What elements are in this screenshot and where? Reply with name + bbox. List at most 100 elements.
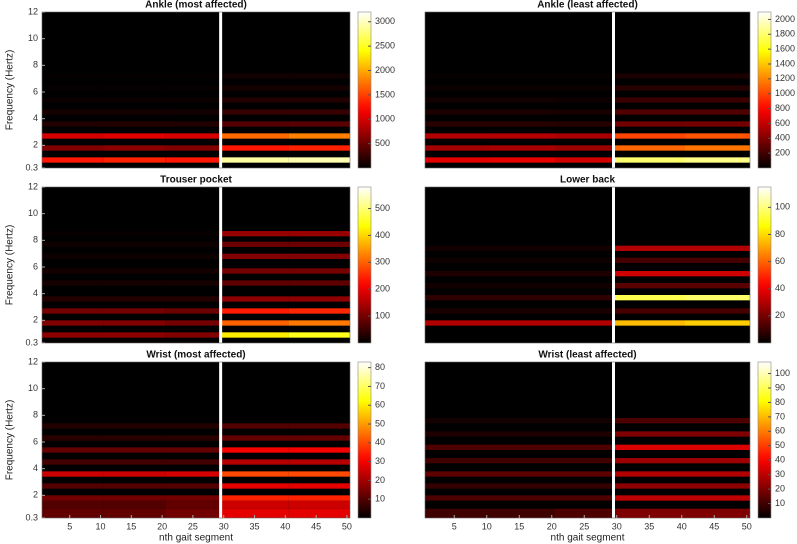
- plot-background: [425, 187, 750, 343]
- heatmap-cell: [685, 257, 750, 263]
- heatmap-cell: [425, 308, 490, 314]
- heatmap-cell: [165, 308, 221, 314]
- colorbar-tick-label: 100: [775, 202, 790, 212]
- heatmap-cell: [685, 121, 750, 127]
- colorbar-tick-label: 1600: [775, 44, 795, 54]
- heatmap-cell: [288, 308, 350, 314]
- heatmap-cell: [220, 97, 289, 103]
- y-tick-label: 10: [28, 33, 38, 43]
- y-tick-label: 12: [28, 6, 38, 16]
- x-tick-label: 10: [482, 521, 492, 531]
- heatmap-cell: [220, 253, 289, 259]
- x-axis-label: nth gait segment: [159, 533, 233, 544]
- colorbar-tick-label: 40: [775, 283, 785, 293]
- heatmap-cell: [220, 145, 289, 151]
- colorbar: [757, 361, 772, 519]
- heatmap-cell: [685, 295, 750, 301]
- heatmap-cell: [165, 73, 221, 79]
- heatmap-cell: [165, 332, 221, 338]
- heatmap-cell: [555, 145, 614, 151]
- heatmap-cell: [288, 253, 350, 259]
- panel-title: Wrist (most affected): [146, 350, 245, 361]
- y-tick-label: 6: [33, 261, 38, 271]
- heatmap-cell: [220, 280, 289, 286]
- heatmap-cell: [555, 121, 614, 127]
- heatmap-cell: [613, 109, 685, 115]
- colorbar-tick-label: 10: [375, 494, 385, 504]
- heatmap-cell: [490, 121, 555, 127]
- heatmap-cell: [220, 73, 289, 79]
- heatmap-cell: [685, 418, 750, 424]
- colorbar-tick-label: 80: [775, 229, 785, 239]
- heatmap-cell: [685, 431, 750, 437]
- heatmap-cell: [425, 295, 490, 301]
- heatmap-cell: [220, 231, 289, 237]
- plot-background: [425, 362, 750, 518]
- heatmap-cell: [555, 157, 614, 163]
- heatmap-cell: [555, 73, 614, 79]
- heatmap-cell: [165, 495, 221, 501]
- heatmap-cell: [555, 283, 614, 289]
- y-tick-label: 8: [33, 60, 38, 70]
- heatmap-cell: [288, 241, 350, 247]
- colorbar-tick-label: 400: [775, 133, 790, 143]
- colorbar-tick-label: 400: [375, 230, 390, 240]
- heatmap-cell: [685, 157, 750, 163]
- heatmap-cell: [288, 109, 350, 115]
- heatmap-cell: [42, 459, 104, 465]
- heatmap-cell: [490, 245, 555, 251]
- y-tick-label: 0.3: [25, 337, 38, 347]
- y-tick-label: 2: [33, 140, 38, 150]
- heatmap-cell: [288, 423, 350, 429]
- heatmap-cell: [103, 500, 166, 509]
- heatmap-cell: [490, 271, 555, 277]
- heatmap-cell: [42, 280, 104, 286]
- x-tick-label: 50: [742, 521, 752, 531]
- colorbar: [757, 186, 772, 344]
- heatmap-cell: [220, 296, 289, 302]
- heatmap-cell: [490, 320, 555, 326]
- heatmap-cell: [555, 295, 614, 301]
- heatmap-cell: [490, 157, 555, 163]
- heatmap-cell: [685, 109, 750, 115]
- colorbar-tick-label: 2000: [375, 65, 395, 75]
- heatmap-cell: [103, 97, 166, 103]
- heatmap-cell: [42, 435, 104, 441]
- heatmap-cell: [220, 157, 289, 163]
- heatmap-cell: [288, 231, 350, 237]
- heatmap-cell: [555, 133, 614, 139]
- heatmap-cell: [103, 296, 166, 302]
- x-tick-label: 35: [644, 521, 654, 531]
- colorbar-tick-label: 1500: [375, 89, 395, 99]
- heatmap-cell: [613, 483, 685, 489]
- colorbar-tick-label: 800: [775, 103, 790, 113]
- heatmap-cell: [685, 308, 750, 314]
- heatmap-cell: [425, 418, 490, 424]
- heatmap-cell: [165, 483, 221, 489]
- heatmap-cell: [103, 133, 166, 139]
- heatmap-cell: [685, 495, 750, 501]
- heatmap-cell: [288, 447, 350, 453]
- heatmap-cell: [165, 241, 221, 247]
- heatmap-cell: [220, 320, 289, 326]
- heatmap-cell: [425, 320, 490, 326]
- heatmap-cell: [490, 85, 555, 91]
- heatmap-cell: [165, 320, 221, 326]
- heatmap-cell: [613, 320, 685, 326]
- heatmap-cell: [103, 459, 166, 465]
- heatmap-cell: [288, 435, 350, 441]
- heatmap-cell: [685, 444, 750, 450]
- heatmap-cell: [103, 121, 166, 127]
- heatmap-cell: [103, 495, 166, 501]
- heatmap-cell: [555, 97, 614, 103]
- heatmap-cell: [555, 320, 614, 326]
- heatmap-cell: [103, 423, 166, 429]
- panel-title: Wrist (least affected): [538, 350, 636, 361]
- y-tick-label: 0.3: [25, 162, 38, 172]
- x-tick-label: 20: [157, 521, 167, 531]
- heatmap-cell: [490, 308, 555, 314]
- heatmap-cell: [165, 423, 221, 429]
- heatmap-cell: [425, 245, 490, 251]
- heatmap-cell: [220, 500, 289, 509]
